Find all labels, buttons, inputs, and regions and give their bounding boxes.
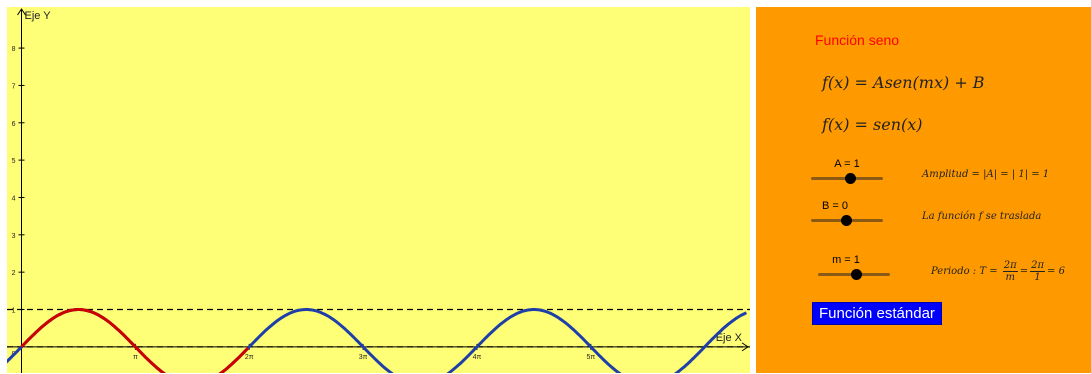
control-panel: Función seno f(x) = Asen(mx) + B f(x) = … [756, 7, 1091, 373]
slider-m-label: m = 1 [832, 254, 860, 266]
period-fraction-2: 2π 1 [1030, 260, 1046, 283]
current-formula: f(x) = sen(x) [822, 115, 923, 134]
graphing-area[interactable]: Eje Y Eje X 1 2 3 4 5 6 7 8 0 π 2π 3π 4π 5π [7, 7, 750, 373]
standard-function-button[interactable]: Función estándar [812, 302, 942, 325]
y-axis-label: Eje Y [24, 10, 51, 22]
x-tick-label-3: 3π [359, 354, 368, 361]
y-tick-label-4: 4 [12, 195, 16, 202]
period-frac2-numerator: 2π [1030, 260, 1046, 272]
y-tick-label-6: 6 [12, 121, 16, 128]
y-tick-label-8: 8 [12, 46, 16, 53]
amplitude-text: Amplitud = |A| = | 1| = 1 [922, 169, 1050, 180]
x-tick-label-4: 4π [473, 354, 482, 361]
sine-curve [7, 308, 748, 373]
slider-a-label: A = 1 [834, 158, 860, 170]
slider-b[interactable]: B = 0 [807, 200, 887, 230]
period-text: Periodo : T = 2π m = 2π 1 = 6 [931, 260, 1065, 283]
period-suffix: = 6 [1047, 266, 1065, 277]
x-axis-label: Eje X [716, 332, 743, 344]
slider-m-knob[interactable] [851, 269, 862, 280]
slider-b-knob[interactable] [841, 215, 852, 226]
period-fraction-1: 2π m [1002, 260, 1018, 283]
x-tick-label-2: 2π [245, 354, 254, 361]
y-axis-arrow [17, 8, 26, 16]
slider-m[interactable]: m = 1 [814, 254, 894, 284]
period-frac1-denominator: m [1005, 272, 1015, 283]
slider-a[interactable]: A = 1 [807, 158, 887, 188]
y-tick-label-1: 1 [12, 308, 16, 315]
panel-divider [750, 0, 756, 374]
y-tick-label-7: 7 [12, 83, 16, 90]
y-tick-label-2: 2 [12, 270, 16, 277]
sine-curve-highlight [20, 308, 250, 373]
y-tick-label-5: 5 [12, 158, 16, 165]
shift-text: La función f se traslada [922, 211, 1042, 222]
x-tick-label-1: π [133, 354, 138, 361]
x-tick-label-5: 5π [586, 354, 595, 361]
slider-a-knob[interactable] [845, 173, 856, 184]
panel-title: Función seno [815, 32, 900, 48]
period-prefix: Periodo : T = [931, 266, 998, 277]
x-axis-arrow [741, 342, 749, 352]
slider-b-label: B = 0 [822, 200, 848, 212]
general-formula: f(x) = Asen(mx) + B [822, 73, 985, 92]
period-frac1-numerator: 2π [1002, 260, 1018, 272]
y-tick-label-3: 3 [12, 233, 16, 240]
period-frac2-denominator: 1 [1034, 272, 1041, 283]
